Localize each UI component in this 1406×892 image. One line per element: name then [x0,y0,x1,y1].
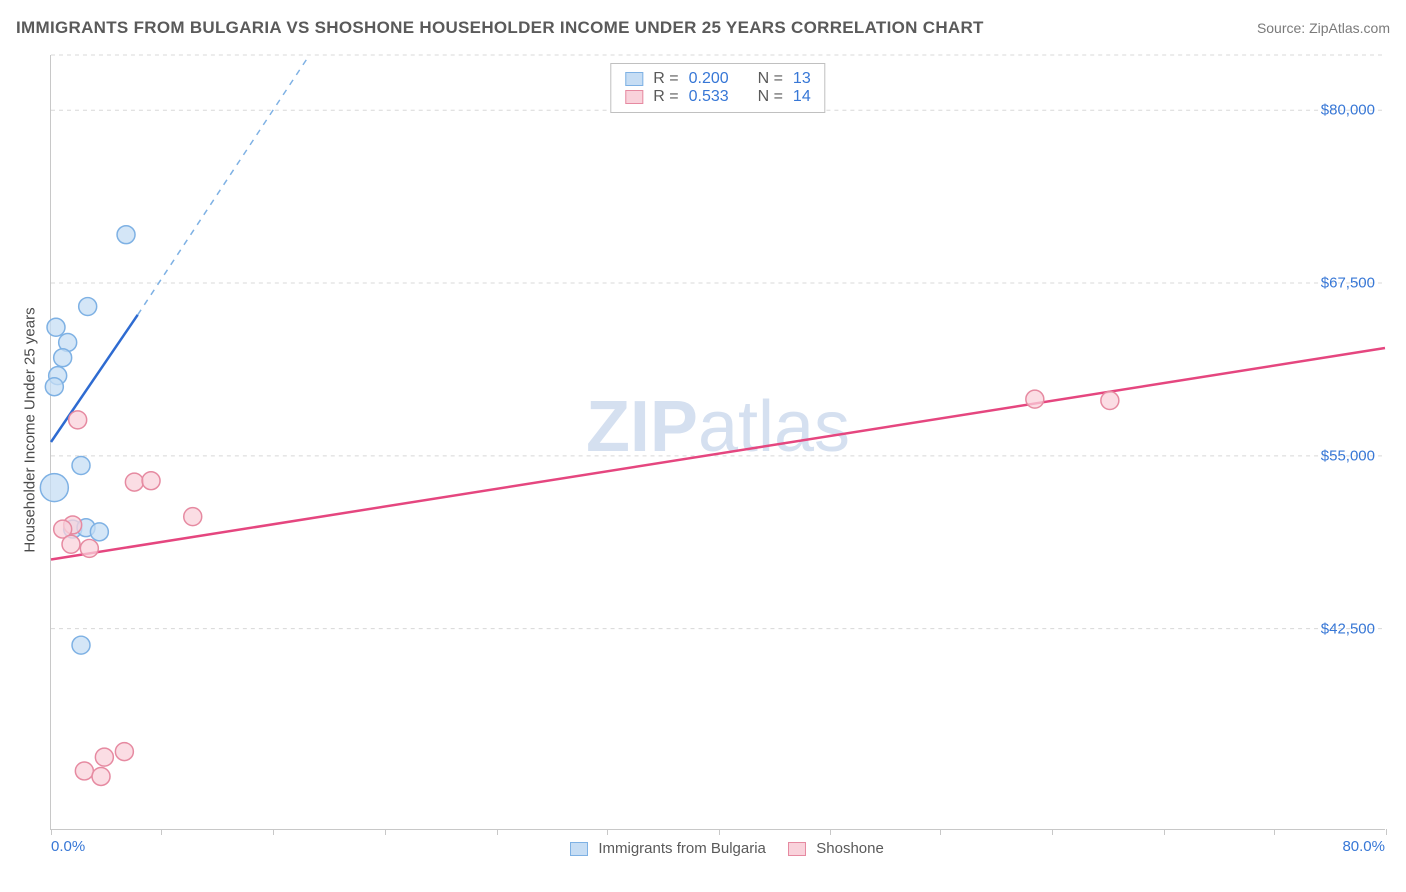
x-tick-mark [385,829,386,835]
y-axis-label: Householder Income Under 25 years [22,307,39,552]
n-value-1: 13 [793,70,811,88]
n-label-1: N = [758,70,783,88]
stats-row-2: R = 0.533 N = 14 [625,88,810,106]
legend-label-1: Immigrants from Bulgaria [598,840,766,857]
n-value-2: 14 [793,88,811,106]
source-label: Source: ZipAtlas.com [1257,20,1390,36]
n-label-2: N = [758,88,783,106]
header: IMMIGRANTS FROM BULGARIA VS SHOSHONE HOU… [16,18,1390,38]
x-tick-mark [51,829,52,835]
y-tick: $67,500 [1321,275,1375,292]
x-tick-mark [497,829,498,835]
x-tick-mark [719,829,720,835]
plot-svg [51,55,1385,829]
x-tick-mark [273,829,274,835]
x-tick-mark [1164,829,1165,835]
legend-label-2: Shoshone [816,840,884,857]
legend-swatch-1 [570,842,588,856]
x-tick-mark [1274,829,1275,835]
r-label-1: R = [653,70,678,88]
y-tick: $55,000 [1321,448,1375,465]
bottom-legend: Immigrants from Bulgaria Shoshone [51,840,1385,857]
stats-legend: R = 0.200 N = 13 R = 0.533 N = 14 [610,63,825,113]
legend-swatch-2 [788,842,806,856]
x-tick-mark [1052,829,1053,835]
stats-row-1: R = 0.200 N = 13 [625,70,810,88]
r-value-1: 0.200 [689,70,729,88]
swatch-blue [625,72,643,86]
x-tick-mark [161,829,162,835]
r-label-2: R = [653,88,678,106]
y-tick: $80,000 [1321,102,1375,119]
x-tick-mark [830,829,831,835]
x-tick-mark [1386,829,1387,835]
swatch-pink [625,90,643,104]
chart-title: IMMIGRANTS FROM BULGARIA VS SHOSHONE HOU… [16,18,984,38]
r-value-2: 0.533 [689,88,729,106]
x-tick-mark [607,829,608,835]
x-tick-mark [940,829,941,835]
y-tick: $42,500 [1321,621,1375,638]
chart-area: ZIPatlas R = 0.200 N = 13 R = 0.533 N = … [50,55,1385,830]
